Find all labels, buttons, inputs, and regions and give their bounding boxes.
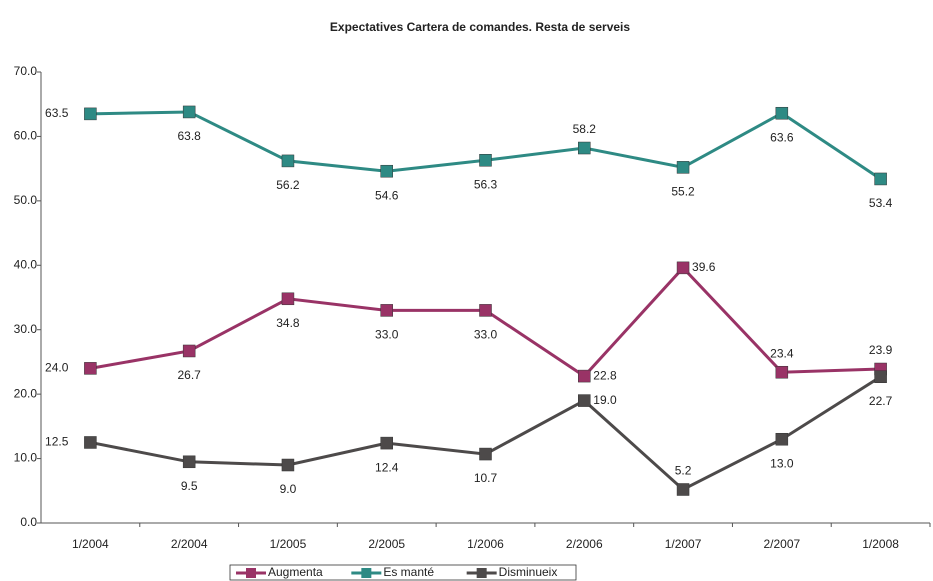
x-tick-label: 2/2007 [763,537,800,551]
marker [281,292,295,306]
marker [182,105,196,119]
data-label: 56.2 [276,178,300,192]
data-label: 33.0 [375,328,399,342]
marker [281,458,295,472]
marker [479,304,492,317]
data-label: 53.4 [869,196,893,210]
marker [775,432,789,446]
marker [676,261,690,275]
x-tick-label: 1/2004 [72,537,109,551]
x-tick-label: 1/2008 [862,537,899,551]
data-label: 34.8 [276,316,300,330]
x-tick-label: 1/2005 [270,537,307,551]
x-tick-label: 1/2006 [467,537,504,551]
data-label: 13.0 [770,456,794,470]
marker [281,154,295,168]
data-label: 24.0 [45,361,69,375]
marker [775,365,789,379]
legend-marker [246,568,256,578]
data-label: 63.5 [45,106,69,120]
legend-label: Es manté [383,565,434,579]
y-tick-label: 60.0 [14,129,38,143]
y-tick-label: 50.0 [14,193,38,207]
marker [380,304,393,317]
data-label: 19.0 [593,393,617,407]
x-tick-label: 2/2006 [566,537,603,551]
marker [182,455,196,469]
y-tick-label: 30.0 [14,322,38,336]
marker [578,141,591,155]
marker [676,161,690,174]
data-label: 33.0 [474,328,498,342]
marker [84,107,97,121]
data-label: 23.9 [869,343,893,357]
data-label: 9.0 [280,482,297,496]
marker [874,172,887,186]
marker [775,106,789,120]
data-label: 12.4 [375,460,399,474]
marker [84,436,97,449]
marker [380,164,393,178]
data-label: 22.8 [593,368,617,382]
marker [479,447,492,461]
legend-box [229,564,577,581]
legend-marker [361,568,372,578]
data-label: 54.6 [375,188,399,202]
marker [578,394,591,407]
marker [578,369,591,383]
y-tick-label: 40.0 [14,257,38,271]
x-tick-label: 2/2004 [171,537,208,551]
marker [182,344,196,358]
data-label: 9.5 [181,479,198,493]
data-label: 26.7 [177,368,201,382]
legend-marker [476,568,487,578]
data-label: 63.8 [177,129,201,143]
data-label: 55.2 [671,185,695,199]
series-line [90,265,881,379]
data-label: 12.5 [45,435,69,449]
marker [676,483,690,496]
series-line [90,110,882,181]
marker [84,362,97,375]
y-tick-label: 70.0 [14,64,38,78]
data-label: 10.7 [474,471,498,485]
data-label: 39.6 [692,260,716,274]
data-label: 23.4 [770,346,794,360]
x-tick-label: 2/2005 [368,537,405,551]
marker [380,436,393,450]
data-label: 63.6 [770,130,794,144]
data-label: 58.2 [573,122,597,136]
chart-title: Expectatives Cartera de comandes. Resta … [330,20,630,34]
legend-label: Augmenta [268,565,323,579]
data-label: 5.2 [675,464,692,478]
marker [479,154,492,167]
y-tick-label: 0.0 [20,515,37,529]
legend-label: Disminueix [499,565,558,579]
x-tick-label: 1/2007 [665,537,702,551]
y-tick-label: 10.0 [14,451,38,465]
data-label: 56.3 [474,177,498,191]
y-tick-label: 20.0 [14,386,38,400]
data-label: 22.7 [869,394,893,408]
marker [874,370,887,383]
